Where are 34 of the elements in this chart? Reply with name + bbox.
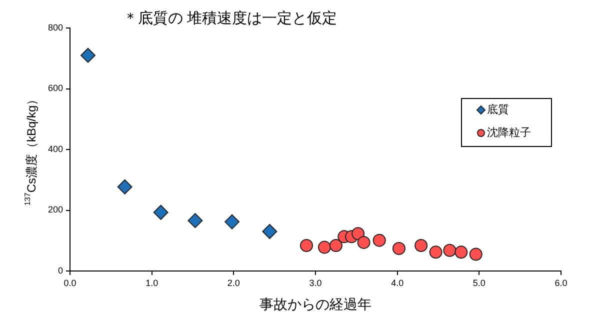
point [329, 238, 342, 252]
x-tick-label: 1.0 [146, 278, 158, 288]
point [318, 240, 331, 254]
x-tick-label: 0.0 [64, 278, 76, 288]
point [352, 227, 365, 240]
point [469, 248, 482, 261]
point [372, 234, 386, 247]
point [443, 244, 456, 257]
point [153, 204, 168, 220]
y-tick-label: 600 [48, 83, 63, 94]
point [117, 179, 132, 194]
y-tick-label: 400 [48, 144, 63, 154]
point [188, 213, 203, 228]
legend-label: 沈降粒子 [487, 126, 531, 140]
point [392, 242, 406, 256]
x-tick-label: 3.0 [309, 278, 322, 288]
point [454, 246, 468, 259]
point [429, 246, 442, 259]
x-tick-label: 2.0 [227, 278, 240, 288]
point [262, 224, 278, 240]
point [80, 48, 96, 63]
y-tick-label: 800 [48, 22, 63, 32]
point [414, 238, 428, 252]
x-tick-label: 5.0 [472, 278, 486, 288]
chart-title: ＊底質の 堆積速度は一定と仮定 [122, 10, 338, 28]
x-tick-label: 4.0 [391, 278, 404, 288]
y-tick-label: 0 [58, 265, 63, 276]
x-axis-title: 事故からの経過年 [260, 296, 372, 312]
x-tick-label: 6.0 [554, 278, 568, 288]
point [300, 238, 313, 252]
point [224, 214, 240, 230]
point [357, 236, 370, 249]
legend-label: 底質 [487, 103, 509, 116]
y-tick-label: 200 [48, 204, 63, 215]
